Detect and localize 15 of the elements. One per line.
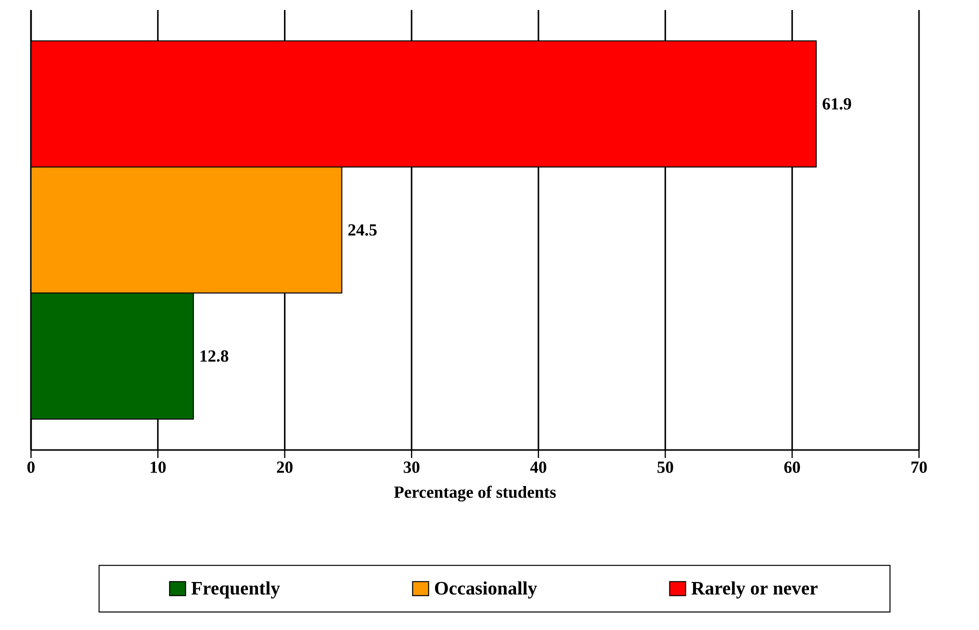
x-tick-label: 50 (657, 462, 674, 473)
x-tick-label: 10 (150, 462, 166, 473)
legend-label: Occasionally (435, 581, 537, 599)
x-tick-label: 70 (912, 462, 927, 473)
x-axis-title: Percentage of students (394, 486, 556, 502)
x-tick-label: 20 (276, 462, 293, 473)
x-tick-label: 60 (784, 462, 800, 473)
data-label: 24.5 (348, 224, 377, 236)
x-tick-label: 40 (530, 462, 546, 473)
legend-label: Rarely or never (691, 581, 818, 599)
x-tick-label: 30 (404, 462, 420, 473)
legend-label: Frequently (191, 581, 280, 599)
x-tick-label: 0 (27, 462, 35, 473)
data-label: 12.8 (200, 350, 228, 362)
data-label: 61.9 (822, 98, 852, 110)
